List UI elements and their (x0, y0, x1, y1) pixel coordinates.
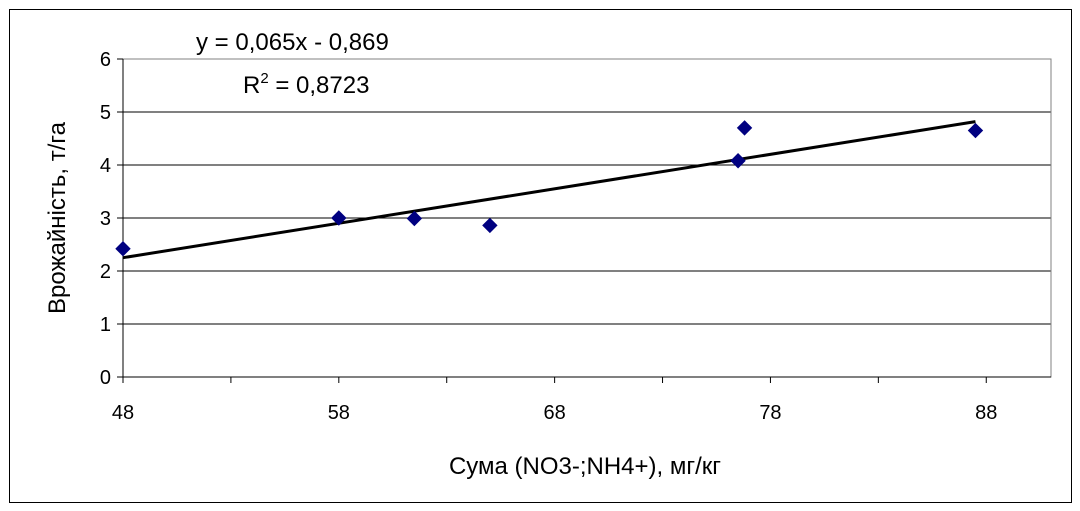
trendline (123, 122, 975, 258)
gridlines (123, 59, 1051, 324)
data-point (731, 154, 745, 168)
trendline-equation: y = 0,065x - 0,869 (196, 29, 389, 56)
y-tick-label: 3 (100, 208, 111, 230)
tick-labels: 0 1 2 3 4 5 6 48 58 68 78 88 (100, 49, 998, 424)
y-tick-label: 1 (100, 314, 111, 336)
y-tick-label: 0 (100, 367, 111, 389)
x-tick-label: 48 (112, 402, 134, 424)
r-squared-label: R2 = 0,8723 (243, 70, 369, 99)
y-tick-label: 2 (100, 261, 111, 283)
x-tick-label: 78 (759, 402, 781, 424)
x-tick-label: 68 (544, 402, 566, 424)
data-point (483, 218, 497, 232)
data-point (407, 212, 421, 226)
y-tick-label: 5 (100, 102, 111, 124)
x-tick-label: 58 (328, 402, 350, 424)
data-point (738, 121, 752, 135)
data-point (116, 242, 130, 256)
x-tick-label: 88 (975, 402, 997, 424)
y-tick-label: 4 (100, 155, 111, 177)
x-axis-title: Сума (NO3-;NH4+), мг/кг (449, 453, 721, 480)
y-axis-title: Врожайність, т/га (44, 121, 71, 314)
y-tick-label: 6 (100, 49, 111, 71)
data-point (968, 124, 982, 138)
axes (117, 59, 1051, 383)
